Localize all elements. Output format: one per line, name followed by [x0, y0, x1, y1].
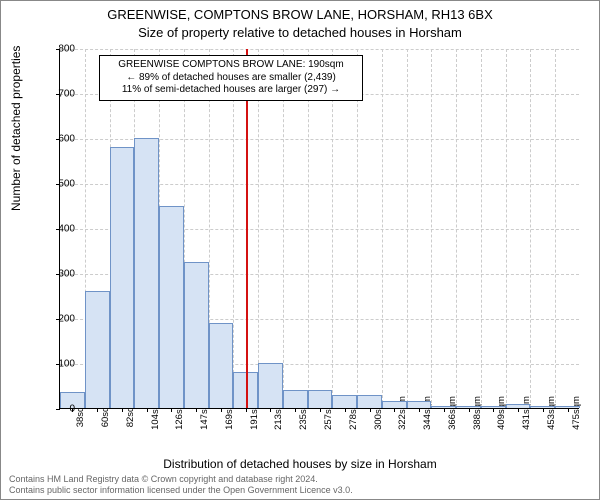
footer-line2: Contains public sector information licen… [9, 485, 353, 495]
footer-attribution: Contains HM Land Registry data © Crown c… [9, 474, 353, 495]
xtick-mark [469, 408, 470, 412]
histogram-bar [382, 401, 407, 408]
gridline-v [332, 49, 333, 408]
xtick-mark [295, 408, 296, 412]
histogram-bar [481, 406, 506, 408]
chart-title-line2: Size of property relative to detached ho… [1, 25, 599, 40]
histogram-bar [407, 401, 432, 408]
histogram-bar [184, 262, 209, 408]
ytick-label: 500 [47, 179, 75, 190]
xtick-mark [122, 408, 123, 412]
xtick-mark [270, 408, 271, 412]
annotation-box: GREENWISE COMPTONS BROW LANE: 190sqm← 89… [99, 55, 363, 101]
xtick-mark [345, 408, 346, 412]
xtick-mark [97, 408, 98, 412]
gridline-v [431, 49, 432, 408]
ytick-label: 100 [47, 359, 75, 370]
gridline-v [506, 49, 507, 408]
xtick-mark [493, 408, 494, 412]
chart-container: GREENWISE, COMPTONS BROW LANE, HORSHAM, … [0, 0, 600, 500]
ytick-label: 700 [47, 89, 75, 100]
histogram-bar [456, 406, 481, 408]
gridline-v [456, 49, 457, 408]
xtick-mark [543, 408, 544, 412]
histogram-bar [530, 406, 555, 408]
marker-line [246, 49, 248, 408]
gridline-v [233, 49, 234, 408]
xtick-mark [246, 408, 247, 412]
histogram-bar [308, 390, 333, 408]
footer-line1: Contains HM Land Registry data © Crown c… [9, 474, 353, 484]
gridline-v [308, 49, 309, 408]
ytick-label: 300 [47, 269, 75, 280]
histogram-bar [110, 147, 135, 408]
histogram-bar [357, 395, 382, 409]
ytick-label: 400 [47, 224, 75, 235]
xtick-mark [370, 408, 371, 412]
histogram-bar [555, 406, 580, 408]
x-axis-label: Distribution of detached houses by size … [1, 457, 599, 471]
histogram-bar [134, 138, 159, 408]
ytick-label: 0 [47, 404, 75, 415]
gridline-v [283, 49, 284, 408]
ytick-label: 200 [47, 314, 75, 325]
histogram-bar [209, 323, 234, 409]
gridline-h [60, 49, 579, 50]
xtick-mark [196, 408, 197, 412]
chart-title-line1: GREENWISE, COMPTONS BROW LANE, HORSHAM, … [1, 7, 599, 22]
histogram-bar [85, 291, 110, 408]
histogram-bar [258, 363, 283, 408]
ytick-label: 800 [47, 44, 75, 55]
annotation-line2: ← 89% of detached houses are smaller (2,… [105, 72, 357, 85]
annotation-line1: GREENWISE COMPTONS BROW LANE: 190sqm [105, 59, 357, 72]
gridline-v [258, 49, 259, 408]
annotation-line3: 11% of semi-detached houses are larger (… [105, 84, 357, 97]
histogram-bar [159, 206, 184, 409]
gridline-v [407, 49, 408, 408]
gridline-v [555, 49, 556, 408]
xtick-mark [171, 408, 172, 412]
gridline-v [530, 49, 531, 408]
xtick-mark [320, 408, 321, 412]
xtick-mark [221, 408, 222, 412]
xtick-mark [568, 408, 569, 412]
xtick-mark [394, 408, 395, 412]
xtick-mark [518, 408, 519, 412]
y-axis-label: Number of detached properties [9, 46, 23, 211]
histogram-bar [283, 390, 308, 408]
xtick-mark [147, 408, 148, 412]
histogram-bar [506, 404, 531, 409]
xtick-mark [444, 408, 445, 412]
gridline-v [382, 49, 383, 408]
xtick-mark [419, 408, 420, 412]
histogram-bar [431, 406, 456, 408]
histogram-bar [332, 395, 357, 409]
gridline-v [481, 49, 482, 408]
xtick-label: 475sqm [571, 396, 582, 430]
plot-area: 38sqm60sqm82sqm104sqm126sqm147sqm169sqm1… [59, 49, 579, 409]
gridline-v [357, 49, 358, 408]
ytick-label: 600 [47, 134, 75, 145]
